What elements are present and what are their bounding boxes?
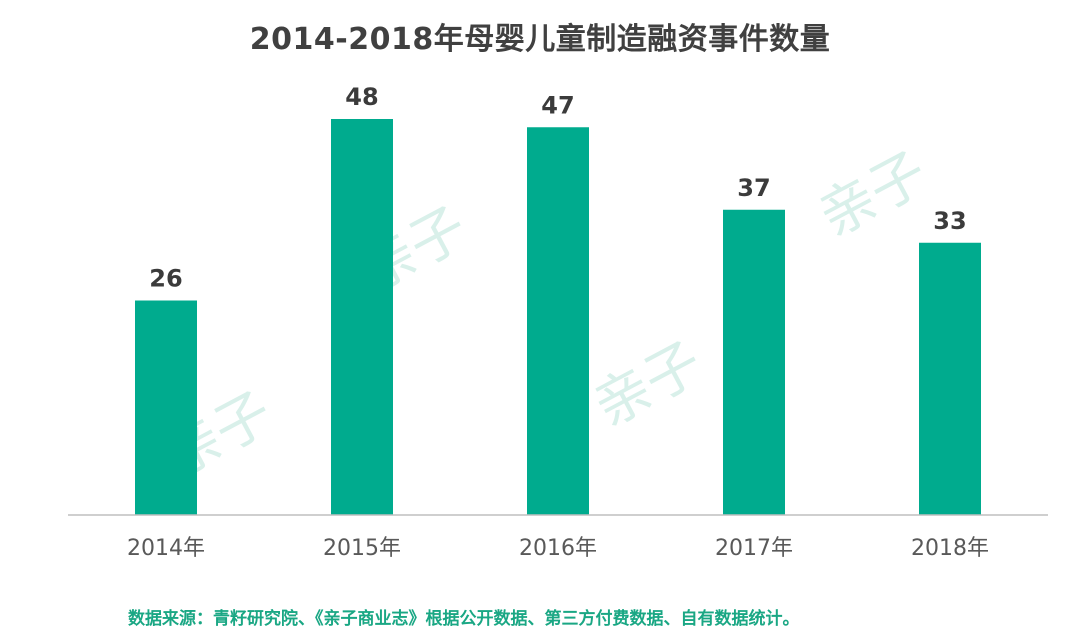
source-note: 数据来源：青籽研究院、《亲子商业志》根据公开数据、第三方付费数据、自有数据统计。	[128, 609, 800, 629]
bar-2014年	[135, 300, 197, 515]
value-label: 26	[149, 265, 182, 293]
value-label: 47	[541, 91, 574, 119]
x-tick-label: 2014年	[127, 536, 205, 561]
bars-layer	[135, 119, 981, 515]
x-tick-label: 2016年	[519, 536, 597, 561]
labels-layer: 26 2014年 48 2015年 47 2016年 37 2017年 33 2018年	[127, 83, 989, 561]
bar-2016年	[527, 127, 589, 515]
chart-title: 2014-2018年母婴儿童制造融资事件数量	[249, 22, 831, 57]
x-tick-label: 2015年	[323, 536, 401, 561]
bar-2017年	[723, 209, 785, 515]
x-tick-label: 2018年	[911, 536, 989, 561]
value-label: 37	[737, 174, 770, 202]
bar-chart: 26 2014年 48 2015年 47 2016年 37 2017年 33 2018年	[68, 83, 1048, 561]
bar-2018年	[919, 242, 981, 515]
value-label: 33	[933, 207, 966, 235]
bar-2015年	[331, 119, 393, 515]
value-label: 48	[345, 83, 378, 111]
x-tick-label: 2017年	[715, 536, 793, 561]
